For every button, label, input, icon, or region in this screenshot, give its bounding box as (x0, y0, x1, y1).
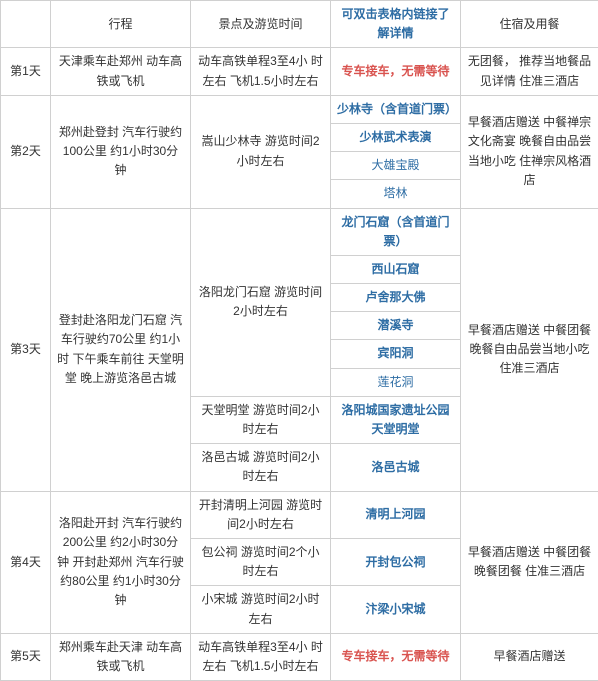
time: 嵩山少林寺 游览时间2小时左右 (191, 95, 331, 208)
link[interactable]: 塔林 (331, 180, 461, 208)
h1 (1, 1, 51, 48)
meal: 早餐酒店赠送 (461, 633, 598, 680)
day-label: 第2天 (1, 95, 51, 208)
link[interactable]: 专车接车，无需等待 (331, 48, 461, 95)
day2-row1: 第2天 郑州赴登封 汽车行驶约100公里 约1小时30分钟 嵩山少林寺 游览时间… (1, 95, 598, 123)
time: 洛邑古城 游览时间2小时左右 (191, 444, 331, 491)
time: 开封清明上河园 游览时间2小时左右 (191, 491, 331, 538)
day1-row: 第1天 天津乘车赴郑州 动车高铁或飞机 动车高铁单程3至4小 时左右 飞机1.5… (1, 48, 598, 95)
day3-row1: 第3天 登封赴洛阳龙门石窟 汽车行驶约70公里 约1小时 下午乘车前往 天堂明堂… (1, 208, 598, 255)
link[interactable]: 洛邑古城 (331, 444, 461, 491)
time: 动车高铁单程3至4小 时左右 飞机1.5小时左右 (191, 633, 331, 680)
h4[interactable]: 可双击表格内链接了解详情 (331, 1, 461, 48)
time: 小宋城 游览时间2小时左右 (191, 586, 331, 633)
meal: 早餐酒店赠送 中餐团餐 晚餐团餐 住准三酒店 (461, 491, 598, 633)
link[interactable]: 汴梁小宋城 (331, 586, 461, 633)
meal: 无团餐， 推荐当地餐品见详情 住准三酒店 (461, 48, 598, 95)
link[interactable]: 西山石窟 (331, 255, 461, 283)
link[interactable]: 卢舍那大佛 (331, 284, 461, 312)
route: 郑州乘车赴天津 动车高铁或飞机 (51, 633, 191, 680)
day-label: 第5天 (1, 633, 51, 680)
link[interactable]: 清明上河园 (331, 491, 461, 538)
link[interactable]: 专车接车，无需等待 (331, 633, 461, 680)
link[interactable]: 洛阳城国家遗址公园天堂明堂 (331, 396, 461, 443)
link[interactable]: 潜溪寺 (331, 312, 461, 340)
h2: 行程 (51, 1, 191, 48)
day-label: 第4天 (1, 491, 51, 633)
time: 包公祠 游览时间2个小时左右 (191, 538, 331, 585)
route: 天津乘车赴郑州 动车高铁或飞机 (51, 48, 191, 95)
day5-row: 第5天 郑州乘车赴天津 动车高铁或飞机 动车高铁单程3至4小 时左右 飞机1.5… (1, 633, 598, 680)
header-row: 行程 景点及游览时间 可双击表格内链接了解详情 住宿及用餐 (1, 1, 598, 48)
day-label: 第3天 (1, 208, 51, 491)
meal: 早餐酒店赠送 中餐团餐 晚餐自由品尝当地小吃 住准三酒店 (461, 208, 598, 491)
link[interactable]: 宾阳洞 (331, 340, 461, 368)
day4-row1: 第4天 洛阳赴开封 汽车行驶约200公里 约2小时30分钟 开封赴郑州 汽车行驶… (1, 491, 598, 538)
link[interactable]: 少林武术表演 (331, 123, 461, 151)
day-label: 第1天 (1, 48, 51, 95)
link[interactable]: 莲花洞 (331, 368, 461, 396)
link[interactable]: 少林寺（含首道门票） (331, 95, 461, 123)
route: 郑州赴登封 汽车行驶约100公里 约1小时30分钟 (51, 95, 191, 208)
route: 洛阳赴开封 汽车行驶约200公里 约2小时30分钟 开封赴郑州 汽车行驶约80公… (51, 491, 191, 633)
time: 洛阳龙门石窟 游览时间2小时左右 (191, 208, 331, 396)
time: 天堂明堂 游览时间2小时左右 (191, 396, 331, 443)
link[interactable]: 龙门石窟（含首道门票） (331, 208, 461, 255)
h5: 住宿及用餐 (461, 1, 598, 48)
link[interactable]: 大雄宝殿 (331, 152, 461, 180)
link[interactable]: 开封包公祠 (331, 538, 461, 585)
h3: 景点及游览时间 (191, 1, 331, 48)
time: 动车高铁单程3至4小 时左右 飞机1.5小时左右 (191, 48, 331, 95)
meal: 早餐酒店赠送 中餐禅宗文化斋宴 晚餐自由品尝当地小吃 住禅宗风格酒店 (461, 95, 598, 208)
itinerary-table: 行程 景点及游览时间 可双击表格内链接了解详情 住宿及用餐 第1天 天津乘车赴郑… (0, 0, 598, 681)
route: 登封赴洛阳龙门石窟 汽车行驶约70公里 约1小时 下午乘车前往 天堂明堂 晚上游… (51, 208, 191, 491)
